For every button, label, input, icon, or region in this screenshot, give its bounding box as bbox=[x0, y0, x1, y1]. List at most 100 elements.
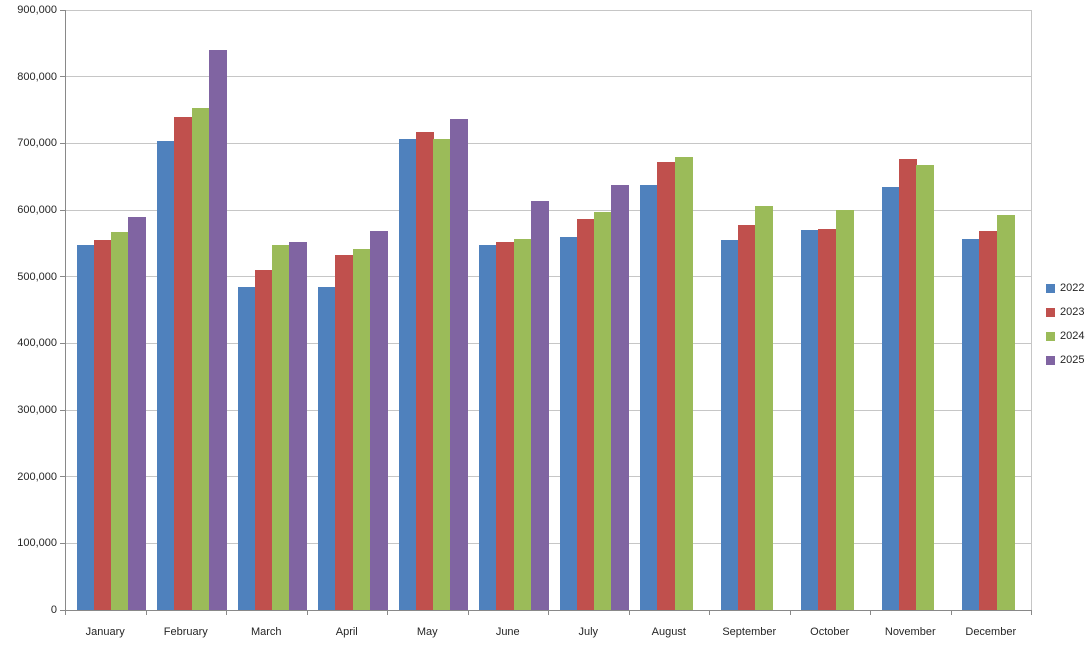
gridline bbox=[65, 142, 1031, 144]
bar-2023-december bbox=[979, 231, 998, 610]
y-axis-tick bbox=[60, 542, 65, 544]
bar-2024-january bbox=[111, 232, 129, 610]
x-axis-category-label: October bbox=[810, 626, 850, 638]
legend-label-2025: 2025 bbox=[1060, 354, 1085, 366]
y-axis-tick-label: 300,000 bbox=[17, 404, 57, 416]
bar-2022-april bbox=[318, 286, 336, 610]
x-axis-category-label: November bbox=[884, 626, 936, 638]
y-axis-tick-label: 0 bbox=[50, 604, 57, 616]
bar-2024-july bbox=[594, 212, 612, 610]
x-axis-tick bbox=[709, 610, 710, 615]
x-axis-category-label: April bbox=[335, 626, 358, 638]
bar-2025-june bbox=[530, 201, 549, 610]
legend-item-2025: 2025 bbox=[1046, 353, 1090, 367]
bar-2024-december bbox=[996, 215, 1015, 610]
x-axis-tick bbox=[467, 610, 469, 615]
bar-2024-june bbox=[513, 238, 532, 610]
gridline bbox=[65, 9, 1031, 11]
bar-2022-june bbox=[479, 245, 497, 610]
bar-2024-november bbox=[916, 164, 934, 610]
bar-2025-march bbox=[289, 242, 308, 610]
legend-label-2022: 2022 bbox=[1060, 282, 1085, 294]
x-axis-category-label: March bbox=[250, 626, 282, 638]
x-axis-tick bbox=[306, 610, 308, 615]
x-axis-category-label: February bbox=[163, 626, 208, 638]
bar-2023-september bbox=[737, 225, 756, 610]
x-axis-category-label: August bbox=[651, 626, 686, 638]
x-axis-tick bbox=[387, 610, 388, 615]
y-axis-tick bbox=[60, 609, 65, 611]
x-axis-category-label: July bbox=[578, 626, 599, 638]
x-axis-tick bbox=[145, 610, 147, 615]
x-axis-tick bbox=[1031, 610, 1032, 615]
bar-2024-february bbox=[191, 108, 210, 610]
bar-2025-may bbox=[450, 119, 469, 610]
bar-2022-november bbox=[881, 186, 900, 610]
y-axis-tick bbox=[60, 342, 65, 344]
y-axis-line bbox=[65, 10, 66, 610]
legend-swatch-2024 bbox=[1046, 332, 1055, 341]
y-axis-tick-label: 400,000 bbox=[17, 337, 57, 350]
bar-2024-october bbox=[835, 210, 854, 610]
bar-2023-june bbox=[496, 242, 515, 610]
bar-2024-august bbox=[674, 156, 693, 610]
x-axis-tick bbox=[65, 610, 66, 615]
x-axis-tick bbox=[950, 610, 952, 615]
y-axis-tick-label: 600,000 bbox=[17, 204, 57, 216]
bar-2025-january bbox=[128, 217, 147, 610]
legend-item-2022: 2022 bbox=[1046, 281, 1090, 295]
x-axis-tick bbox=[789, 610, 791, 615]
bar-2022-september bbox=[720, 240, 739, 610]
y-axis-tick bbox=[60, 409, 65, 411]
y-axis-tick-label: 100,000 bbox=[17, 537, 57, 550]
bar-2023-november bbox=[898, 158, 917, 610]
bar-2022-december bbox=[962, 238, 980, 610]
legend-swatch-2022 bbox=[1046, 284, 1055, 293]
bar-2023-march bbox=[254, 270, 273, 610]
bar-2025-february bbox=[208, 50, 227, 610]
bar-2023-july bbox=[576, 218, 595, 610]
x-axis-category-label: January bbox=[85, 626, 125, 638]
bar-2022-may bbox=[398, 138, 417, 610]
bar-2023-april bbox=[335, 255, 354, 610]
legend-swatch-2023 bbox=[1046, 308, 1055, 317]
x-axis-tick bbox=[548, 610, 549, 615]
bar-2025-april bbox=[369, 231, 388, 610]
legend-swatch-2025 bbox=[1046, 356, 1055, 365]
legend-item-2023: 2023 bbox=[1046, 305, 1090, 319]
y-axis-tick bbox=[60, 142, 65, 144]
bar-2025-july bbox=[611, 184, 630, 610]
y-axis-tick bbox=[60, 476, 65, 478]
x-axis-category-label: December bbox=[965, 626, 1017, 638]
bar-2024-may bbox=[433, 138, 451, 610]
x-axis-category-label: May bbox=[416, 626, 438, 638]
y-axis-tick bbox=[60, 9, 65, 11]
y-axis-tick-label: 500,000 bbox=[17, 270, 57, 283]
gridline bbox=[65, 76, 1031, 78]
y-axis-tick bbox=[60, 76, 65, 78]
x-axis-tick bbox=[628, 610, 630, 615]
bar-2023-october bbox=[818, 228, 837, 610]
x-axis-tick bbox=[870, 610, 871, 615]
bar-2023-august bbox=[657, 162, 676, 610]
legend-label-2023: 2023 bbox=[1060, 306, 1085, 318]
bar-2022-january bbox=[76, 245, 95, 610]
plot-right-border bbox=[1031, 10, 1032, 610]
bar-2022-july bbox=[559, 236, 578, 610]
bar-2024-september bbox=[755, 206, 773, 610]
bar-2024-april bbox=[352, 249, 371, 610]
legend-item-2024: 2024 bbox=[1046, 329, 1090, 343]
bar-2023-january bbox=[93, 240, 112, 610]
y-axis-tick-label: 800,000 bbox=[17, 70, 57, 83]
bar-2022-march bbox=[237, 286, 256, 610]
bar-2022-august bbox=[640, 184, 658, 610]
bar-2022-february bbox=[157, 141, 175, 610]
y-axis-tick-label: 900,000 bbox=[17, 4, 57, 16]
bar-2023-february bbox=[174, 116, 193, 610]
bar-2022-october bbox=[801, 230, 819, 610]
y-axis-tick-label: 200,000 bbox=[17, 470, 57, 483]
legend-label-2024: 2024 bbox=[1060, 330, 1085, 342]
y-axis-tick bbox=[60, 209, 65, 211]
y-axis-tick bbox=[60, 276, 65, 278]
